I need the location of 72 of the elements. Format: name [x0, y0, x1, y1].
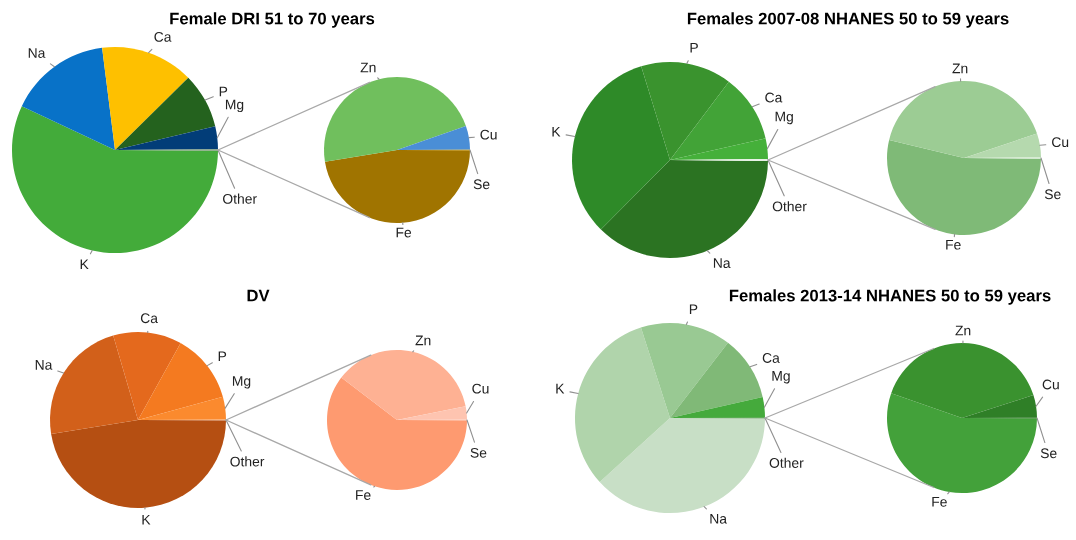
slice-label: Other [772, 201, 807, 212]
pie-slice [115, 77, 216, 150]
slice-label: Fe [946, 239, 961, 250]
slice-label: P [218, 351, 227, 362]
slice-label: Zn [955, 325, 971, 336]
pie-slice [397, 406, 467, 420]
pie-slice [12, 106, 218, 253]
slice-label: Ca [762, 353, 780, 363]
slice-label: Mg [775, 111, 793, 125]
slice-label: Mg [772, 371, 790, 384]
slice-label: Na [35, 360, 53, 370]
slice-label: K [556, 383, 565, 394]
pie-slice [113, 332, 181, 420]
slice-label: Se [1040, 448, 1057, 459]
slice-label: Cu [1042, 379, 1059, 390]
pie-slice [138, 396, 226, 420]
slice-label: Fe [932, 497, 947, 507]
pie-slice [640, 323, 728, 418]
pie-slice [670, 81, 766, 160]
slice-label: Fe [356, 490, 371, 500]
slice-label: K [142, 514, 151, 525]
pie-slice [341, 350, 466, 420]
pie-slice [891, 343, 1034, 418]
slice-label: Other [769, 457, 804, 468]
pie-slice [324, 150, 470, 223]
pie-slice [51, 420, 226, 508]
slice-label: K [80, 259, 89, 270]
pie-slice [670, 138, 768, 160]
slice-label: P [689, 304, 698, 314]
pie-slice [324, 77, 466, 162]
slice-label: Zn [360, 62, 376, 73]
pie-slice [115, 126, 218, 150]
pie-slice [397, 125, 470, 150]
slice-label: K [552, 127, 561, 137]
pie-slice [600, 160, 768, 258]
slice-label: Zn [415, 335, 431, 346]
chart-title: Female DRI 51 to 70 years [170, 12, 375, 28]
slice-label: Cu [472, 383, 489, 394]
slice-label: Na [28, 48, 46, 58]
pie-slice [670, 396, 765, 418]
pie-slice [964, 133, 1041, 158]
slice-label: Mg [232, 376, 251, 389]
pie-slice [962, 395, 1037, 418]
slice-label: Cu [1052, 137, 1069, 148]
chart-title: DV [247, 289, 270, 302]
slice-label: P [219, 86, 228, 97]
slice-label: Other [223, 193, 257, 204]
slice-label: Zn [952, 63, 968, 74]
pie-slice [327, 377, 467, 490]
pie-slice [21, 47, 115, 150]
pie-slice [599, 418, 765, 513]
pie-slice [887, 140, 1041, 235]
pie-slice [670, 342, 763, 418]
slice-label: Se [470, 447, 487, 458]
slice-label: Mg [225, 99, 244, 113]
slice-label: Cu [480, 129, 497, 140]
text: Females 2007-08 NHANES 50 to 59 years [687, 12, 1009, 28]
slice-label: P [690, 43, 698, 53]
slice-label: Ca [154, 31, 172, 42]
pie-slice [102, 47, 189, 150]
slice-label: Se [473, 179, 490, 190]
pie-slice [887, 393, 1037, 493]
chart-title: Females 2013-14 NHANES 50 to 59 years [729, 289, 1051, 305]
slice-label: Ca [765, 92, 783, 103]
pie-slice [575, 327, 670, 482]
slice-label: Na [710, 513, 728, 524]
slice-label: Fe [396, 227, 412, 238]
slice-label: Ca [140, 313, 158, 324]
pie-slice [889, 81, 1037, 158]
slice-label: Other [230, 456, 265, 467]
slice-label: Na [713, 258, 731, 268]
slice-label: Se [1044, 189, 1061, 200]
